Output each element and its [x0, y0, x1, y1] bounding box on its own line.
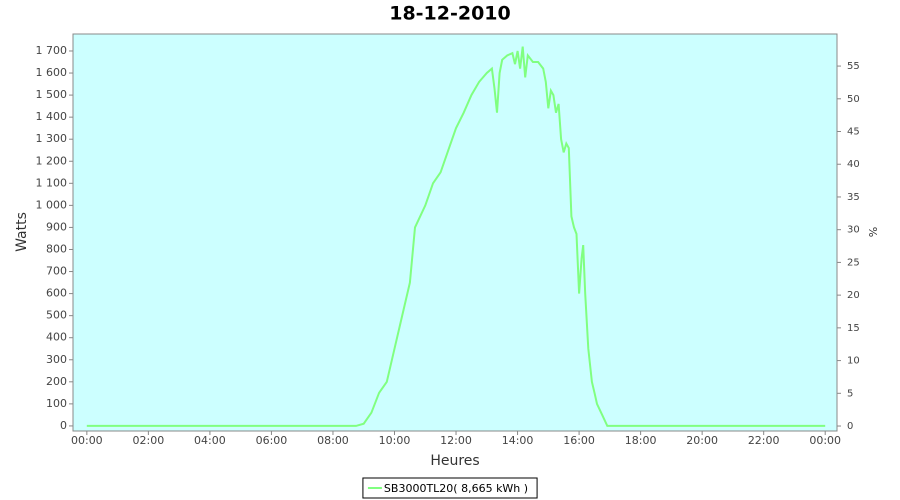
y2-tick-label: 45 [847, 127, 860, 138]
x-tick-label: 06:00 [256, 434, 288, 447]
y-tick-label: 1 200 [36, 154, 68, 167]
plot-area [72, 33, 838, 432]
y2-tick-label: 20 [847, 290, 860, 301]
y2-tick-label: 55 [847, 61, 860, 72]
legend-box [362, 477, 538, 499]
chart-title: 18-12-2010 [389, 3, 511, 25]
x-tick-label: 02:00 [133, 434, 165, 447]
y-tick-label: 0 [60, 419, 67, 432]
y-tick-label: 900 [46, 220, 67, 233]
y2-tick-label: 25 [847, 257, 860, 268]
y-tick-label: 1 600 [36, 66, 68, 79]
x-tick-label: 10:00 [379, 434, 411, 447]
y-tick-label: 200 [46, 375, 67, 388]
y2-axis-label: % [867, 227, 880, 237]
y2-tick-label: 40 [847, 159, 860, 170]
y2-tick-label: 0 [847, 421, 853, 432]
legend-label: SB3000TL20( 8,665 kWh ) [384, 482, 528, 495]
y-tick-label: 1 100 [36, 176, 68, 189]
y-tick-label: 100 [46, 397, 67, 410]
y2-tick-label: 10 [847, 356, 860, 367]
x-tick-label: 16:00 [563, 434, 595, 447]
x-tick-label: 18:00 [625, 434, 657, 447]
x-tick-label: 12:00 [440, 434, 472, 447]
y-tick-label: 1 400 [36, 110, 68, 123]
y-axis-label: Watts [14, 212, 30, 252]
y2-tick-label: 5 [847, 388, 853, 399]
line [86, 46, 826, 427]
x-tick-label: 04:00 [194, 434, 226, 447]
y-tick-label: 800 [46, 242, 67, 255]
y-tick-label: 1 700 [36, 44, 68, 57]
y-tick-label: 300 [46, 353, 67, 366]
y2-tick-label: 35 [847, 192, 860, 203]
y-tick-label: 500 [46, 309, 67, 322]
x-tick-label: 00:00 [809, 434, 841, 447]
y-tick-label: 1 500 [36, 88, 68, 101]
y-tick-label: 1 300 [36, 132, 68, 145]
y2-tick-label: 15 [847, 323, 860, 334]
x-tick-label: 22:00 [748, 434, 780, 447]
y2-tick-label: 50 [847, 94, 860, 105]
y2-tick-label: 30 [847, 225, 860, 236]
y-tick-label: 700 [46, 265, 67, 278]
y-tick-label: 1 000 [36, 198, 68, 211]
x-tick-label: 08:00 [317, 434, 349, 447]
x-tick-label: 14:00 [502, 434, 534, 447]
x-tick-label: 00:00 [71, 434, 103, 447]
x-axis-label: Heures [430, 453, 479, 469]
y-tick-label: 600 [46, 287, 67, 300]
x-tick-label: 20:00 [686, 434, 718, 447]
y-tick-label: 400 [46, 331, 67, 344]
